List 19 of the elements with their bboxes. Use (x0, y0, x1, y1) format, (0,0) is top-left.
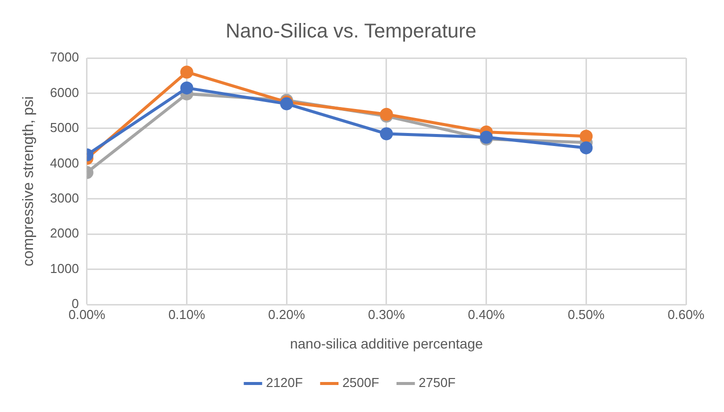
legend-label: 2120F (266, 375, 303, 390)
y-tick-label: 5000 (50, 120, 79, 136)
x-tick-label: 0.20% (268, 306, 306, 322)
x-tick-label: 0.50% (568, 306, 606, 322)
legend-label: 2750F (418, 375, 456, 390)
x-tick-label: 0.30% (368, 306, 406, 322)
x-tick-label: 0.10% (168, 306, 206, 322)
y-tick-label: 1000 (50, 260, 79, 276)
legend-label: 2500F (342, 375, 380, 390)
y-axis-title: compressive strength, psi (20, 96, 38, 266)
x-axis-title: nano-silica additive percentage (290, 335, 484, 352)
y-tick-label: 6000 (50, 84, 79, 100)
y-tick-label: 3000 (50, 190, 79, 206)
y-tick-label: 4000 (50, 155, 79, 170)
chart-title: Nano-Silica vs. Temperature (226, 20, 476, 43)
y-tick-label: 2000 (50, 226, 79, 241)
y-tick-label: 7000 (50, 50, 79, 65)
x-tick-label: 0.40% (468, 306, 506, 322)
x-tick-label: 0.60% (668, 306, 705, 322)
